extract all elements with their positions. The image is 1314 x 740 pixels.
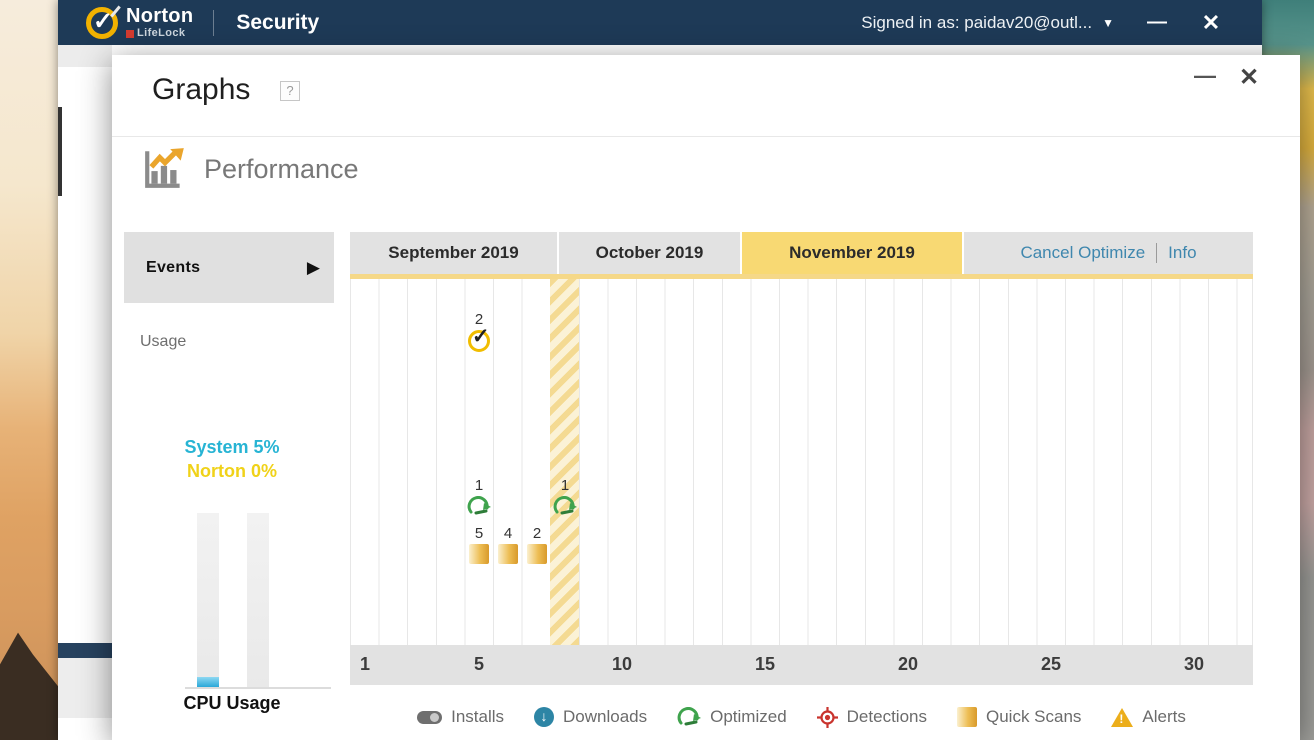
optimized-gauge-icon [677,707,702,726]
installs-icon [417,710,443,724]
x-tick-25: 25 [1040,654,1062,674]
performance-title: Performance [204,153,359,184]
event-count: 1 [560,477,570,494]
quick-scan-square-icon [469,544,489,564]
brand-subname: LifeLock [137,27,186,39]
legend-label: Downloads [563,707,648,726]
events-arrow-icon: ▶ [306,257,320,277]
dialog-minimize-button[interactable]: — [1194,63,1216,88]
graphs-dialog: Graphs ? — ✕ Performance Events ▶ Usage … [112,55,1300,740]
system-cpu-meter [197,513,219,687]
cancel-optimize-link[interactable]: Cancel Optimize [1020,243,1146,262]
system-usage-label: System 5% [184,437,280,457]
sidebar-item-events[interactable]: Events ▶ [124,232,334,303]
window-minimize-button[interactable]: — [1147,11,1167,33]
quick-scan-square-icon [956,707,977,727]
legend-label: Optimized [710,707,787,726]
dialog-close-button[interactable]: ✕ [1238,64,1260,91]
norton-check-icon: ✓ [468,325,490,352]
wallpaper-mountain [0,632,60,740]
legend-item-alerts: ! Alerts [1111,707,1186,727]
titlebar-divider [213,9,215,36]
main-window-toolbar-sliver [58,45,112,67]
x-tick-30: 30 [1183,654,1205,674]
alert-triangle-icon: ! [1111,707,1134,727]
main-window-edge-mark [58,107,62,196]
detections-crosshair-icon [816,706,838,728]
legend-item-detections: Detections [816,706,927,728]
tab-october-2019[interactable]: October 2019 [559,232,740,274]
desktop-wallpaper-left [0,0,60,740]
norton-titlebar: ✓ Norton LifeLock Security Signed in as:… [58,0,1262,45]
cpu-usage-labels: System 5% Norton 0% [142,437,322,482]
x-tick-20: 20 [897,654,919,674]
dialog-header: Graphs ? — ✕ [112,55,1300,137]
sidebar-item-usage[interactable]: Usage [140,333,187,350]
chart-legend: Installs ↓ Downloads Optimized [350,700,1253,734]
main-window-footer-band [58,643,112,658]
window-close-button[interactable]: ✕ [1201,9,1221,35]
quick-scan-square-icon [527,544,547,564]
event-count: 2 [474,311,484,328]
legend-label: Detections [846,707,927,726]
event-marker-day6-quick-scans[interactable]: 4 [486,525,530,569]
legend-item-optimized: Optimized [677,707,787,727]
event-marker-day8-optimized[interactable]: 1 [543,477,587,521]
tabs-yellow-underline [350,274,1253,279]
brand-name: Norton [126,5,194,27]
legend-label: Installs [451,707,505,726]
performance-header: Performance [142,147,359,191]
signed-in-label[interactable]: Signed in as: paidav20@outl... [861,12,1093,32]
system-cpu-fill [197,677,219,687]
account-dropdown-icon[interactable]: ▼ [1102,15,1114,30]
event-marker-day7-quick-scans[interactable]: 2 [515,525,559,569]
legend-label: Quick Scans [985,707,1082,726]
info-link[interactable]: Info [1168,243,1197,262]
downloads-icon: ↓ [534,707,555,727]
cpu-meter-baseline [185,687,331,689]
event-marker-day5-norton-check[interactable]: 2 ✓ [457,311,501,357]
x-tick-1: 1 [359,654,370,674]
event-marker-day5-optimized[interactable]: 1 [457,477,501,521]
today-hatch-column [550,279,579,645]
app-title: Security [236,10,320,34]
legend-label: Alerts [1142,707,1186,726]
lifelock-square-icon [126,29,134,38]
tab-november-2019[interactable]: November 2019 [742,232,962,274]
x-tick-15: 15 [754,654,776,674]
legend-item-downloads: ↓ Downloads [534,707,647,727]
x-tick-5: 5 [473,654,484,674]
norton-cpu-meter [247,513,269,687]
event-count: 5 [474,525,484,542]
optimized-gauge-icon [467,496,491,515]
actions-divider [1156,243,1158,263]
event-marker-day5-quick-scans[interactable]: 5 [457,525,501,569]
help-button[interactable]: ? [280,81,300,101]
legend-item-quick-scans: Quick Scans [956,707,1082,727]
norton-logo-icon: ✓ [86,5,121,39]
event-count: 4 [503,525,513,542]
events-label: Events [146,258,201,276]
performance-chart-icon [145,148,184,188]
event-count: 2 [532,525,542,542]
x-tick-10: 10 [611,654,633,674]
dialog-title: Graphs [152,73,251,106]
event-count: 1 [474,477,484,494]
cpu-usage-caption: CPU Usage [183,693,281,713]
chart-x-axis: 1 5 10 15 20 25 30 [350,645,1253,685]
main-window-footer-area [58,658,112,718]
tab-september-2019[interactable]: September 2019 [350,232,557,274]
norton-brand: ✓ Norton LifeLock [86,5,194,39]
optimized-gauge-icon [553,496,577,515]
chart-actions-strip: Cancel Optimize Info [964,232,1253,274]
legend-item-installs: Installs [417,707,504,727]
norton-usage-label: Norton 0% [187,461,277,481]
quick-scan-square-icon [498,544,518,564]
events-chart-plot: 2 ✓ 1 5 4 [350,279,1253,645]
